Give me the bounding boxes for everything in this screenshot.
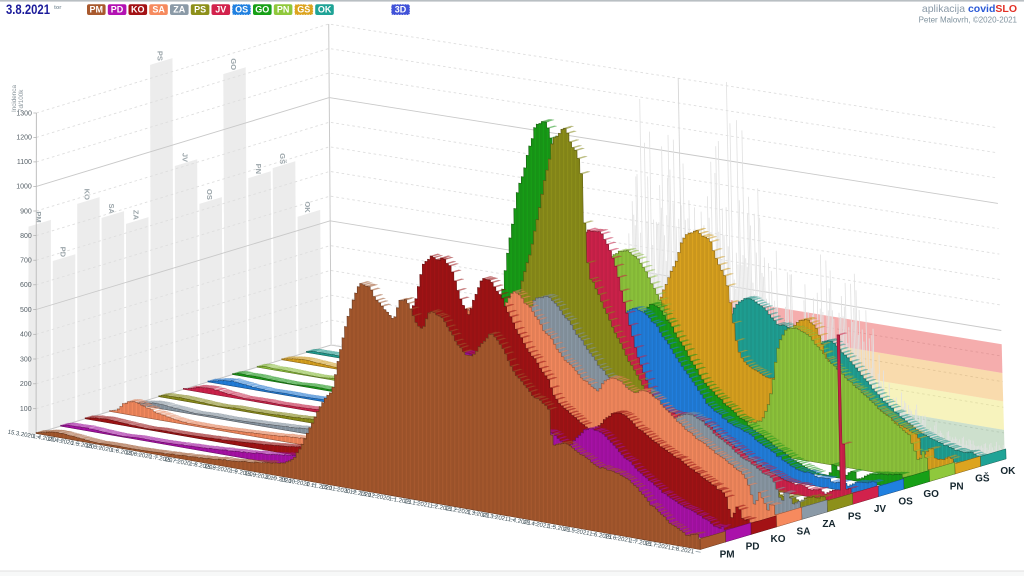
svg-text:1.7.2020: 1.7.2020 — [149, 454, 174, 464]
svg-text:KO: KO — [771, 534, 786, 545]
svg-text:1.4.2020: 1.4.2020 — [32, 434, 57, 444]
svg-text:PD: PD — [746, 542, 760, 553]
svg-text:15.12.2020: 15.12.2020 — [359, 491, 390, 502]
svg-text:15.5.2021: 15.5.2021 — [563, 527, 591, 538]
svg-text:15.7.2021: 15.7.2021 — [644, 541, 672, 552]
svg-text:GO: GO — [923, 489, 939, 500]
svg-text:PN: PN — [254, 164, 263, 174]
svg-text:GŠ: GŠ — [297, 4, 310, 15]
svg-text:700: 700 — [20, 258, 32, 265]
svg-text:PS: PS — [156, 51, 165, 61]
svg-text:400: 400 — [20, 332, 32, 339]
svg-text:15.5.2020: 15.5.2020 — [85, 443, 113, 454]
svg-text:800: 800 — [20, 233, 32, 240]
svg-text:1.10.2020: 1.10.2020 — [265, 475, 293, 486]
svg-text:Incidenca: Incidenca — [11, 85, 18, 112]
svg-text:PM: PM — [90, 5, 104, 15]
svg-text:15.1.2021: 15.1.2021 — [403, 499, 431, 510]
svg-text:PS: PS — [848, 512, 862, 523]
svg-text:PN: PN — [277, 5, 290, 15]
svg-text:1.6.2021: 1.6.2021 — [589, 531, 614, 541]
svg-text:SA: SA — [797, 527, 811, 538]
svg-text:1.12.2020: 1.12.2020 — [344, 488, 372, 499]
svg-text:15.8.2020: 15.8.2020 — [204, 464, 232, 475]
svg-text:JV: JV — [180, 153, 189, 162]
svg-text:ZA: ZA — [173, 5, 185, 15]
svg-text:PN: PN — [950, 481, 964, 492]
svg-text:3.8.2021: 3.8.2021 — [6, 2, 50, 17]
svg-text:1.2.2021: 1.2.2021 — [429, 503, 454, 513]
svg-text:SA: SA — [152, 5, 165, 15]
svg-text:OS: OS — [235, 5, 248, 15]
svg-text:3D: 3D — [395, 5, 407, 15]
svg-text:600: 600 — [20, 282, 32, 289]
svg-text:15.11.2020: 15.11.2020 — [320, 484, 351, 495]
svg-text:100: 100 — [20, 406, 32, 413]
svg-text:GŠ: GŠ — [975, 472, 990, 485]
svg-text:aplikacija covidSLO: aplikacija covidSLO — [922, 3, 1017, 15]
svg-text:OK: OK — [303, 201, 312, 213]
svg-text:KO: KO — [83, 189, 92, 200]
svg-text:PM: PM — [720, 549, 735, 560]
svg-text:15.6.2020: 15.6.2020 — [125, 450, 153, 461]
svg-text:PM: PM — [34, 211, 43, 222]
svg-text:OK: OK — [318, 5, 332, 15]
svg-text:1200: 1200 — [16, 135, 32, 142]
svg-text:ZA: ZA — [822, 519, 835, 530]
svg-text:15.10.2020: 15.10.2020 — [280, 477, 311, 488]
svg-text:1.11.2020: 1.11.2020 — [305, 482, 333, 493]
svg-text:1.8.2020: 1.8.2020 — [189, 461, 214, 471]
svg-text:900: 900 — [20, 208, 32, 215]
svg-text:PS: PS — [194, 5, 206, 15]
svg-text:PD: PD — [111, 5, 124, 15]
svg-text:OS: OS — [898, 496, 913, 507]
svg-text:1.3.2021: 1.3.2021 — [466, 510, 491, 520]
svg-text:GŠ: GŠ — [278, 153, 287, 164]
svg-text:1000: 1000 — [16, 184, 32, 191]
svg-text:OS: OS — [205, 189, 214, 200]
svg-text:JV: JV — [215, 5, 226, 15]
svg-text:500: 500 — [20, 307, 32, 314]
svg-text:300: 300 — [20, 356, 32, 363]
svg-text:1.9.2020: 1.9.2020 — [229, 468, 254, 478]
svg-text:7d/100k: 7d/100k — [18, 89, 25, 112]
svg-text:GO: GO — [255, 5, 269, 15]
svg-text:1100: 1100 — [17, 159, 32, 166]
svg-text:KO: KO — [131, 5, 145, 15]
svg-text:tor: tor — [54, 5, 62, 11]
svg-text:15.4.2021: 15.4.2021 — [523, 520, 551, 531]
svg-text:15.2.2021: 15.2.2021 — [444, 506, 472, 517]
svg-text:1.5.2021: 1.5.2021 — [547, 524, 572, 534]
svg-text:JV: JV — [874, 504, 887, 515]
svg-text:15.6.2021: 15.6.2021 — [604, 534, 632, 545]
svg-text:1300: 1300 — [16, 110, 32, 117]
svg-text:1.5.2020: 1.5.2020 — [70, 441, 95, 451]
svg-text:1.4.2021: 1.4.2021 — [507, 517, 532, 527]
svg-text:15.7.2020: 15.7.2020 — [164, 457, 192, 468]
svg-text:200: 200 — [20, 381, 32, 388]
svg-text:GO: GO — [229, 58, 238, 70]
svg-text:SA: SA — [107, 203, 116, 214]
svg-text:15.4.2020: 15.4.2020 — [47, 436, 75, 447]
svg-text:OK: OK — [1000, 466, 1016, 477]
svg-text:15.9.2020: 15.9.2020 — [244, 471, 272, 482]
svg-text:1.1.2021: 1.1.2021 — [388, 496, 413, 506]
svg-text:1.8.2021: 1.8.2021 — [670, 546, 695, 556]
svg-text:15.3.2020: 15.3.2020 — [7, 430, 35, 441]
svg-text:ZA: ZA — [132, 210, 141, 221]
svg-text:1.6.2020: 1.6.2020 — [110, 448, 135, 458]
svg-text:1.7.2021: 1.7.2021 — [629, 538, 654, 548]
svg-text:Peter Malovrh, ©2020-2021: Peter Malovrh, ©2020-2021 — [919, 16, 1018, 25]
svg-text:15.3.2021: 15.3.2021 — [481, 512, 509, 523]
